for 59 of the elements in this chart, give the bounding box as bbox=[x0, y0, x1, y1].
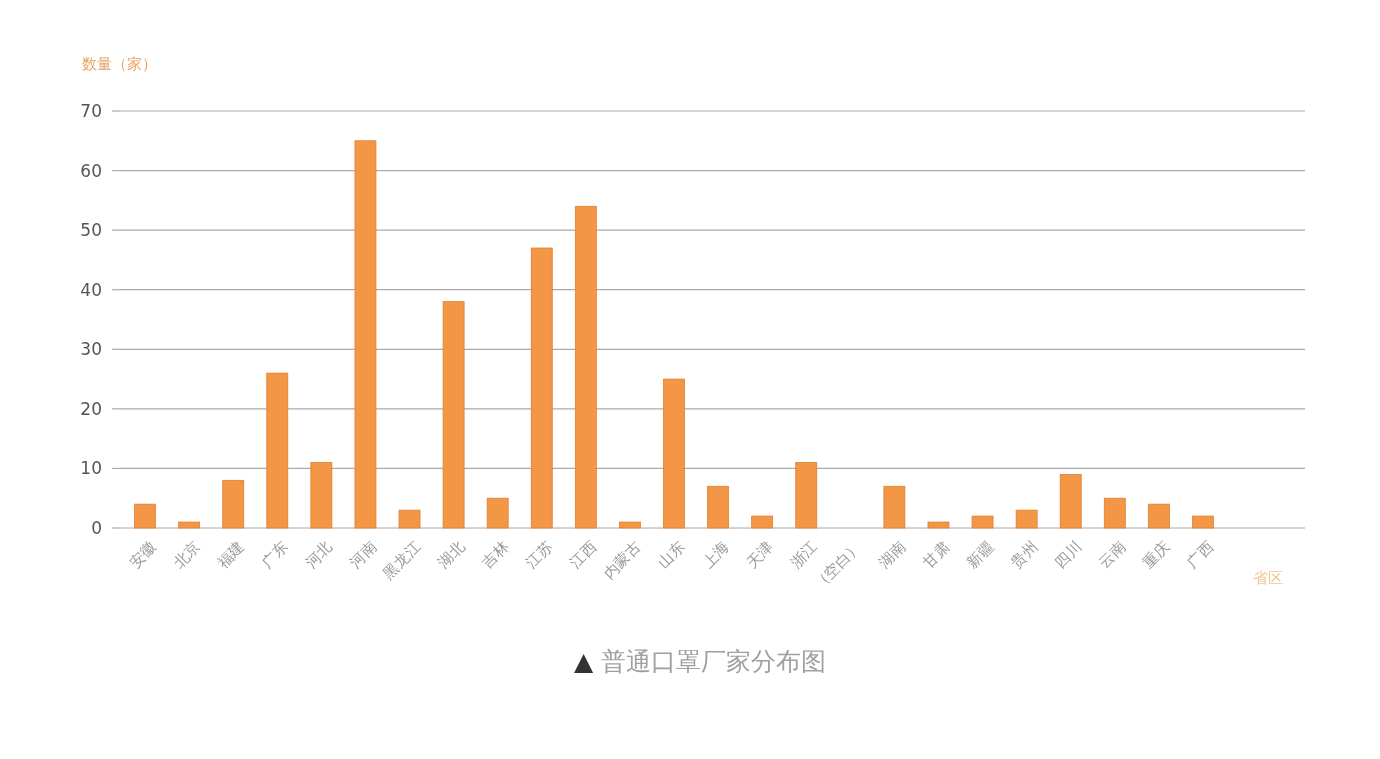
bar bbox=[398, 509, 421, 529]
y-tick-label: 10 bbox=[80, 458, 102, 479]
y-axis-title: 数量（家） bbox=[82, 55, 157, 73]
x-tick-label: 安徽 bbox=[125, 537, 160, 572]
bar bbox=[751, 515, 774, 529]
y-tick-label: 0 bbox=[91, 517, 102, 538]
x-axis-title: 省区 bbox=[1253, 569, 1283, 587]
bar bbox=[266, 372, 289, 529]
y-tick-label: 50 bbox=[80, 220, 102, 241]
bar bbox=[442, 301, 465, 529]
x-tick-label: 湖北 bbox=[434, 537, 469, 572]
bar bbox=[134, 503, 156, 529]
bar bbox=[530, 247, 553, 529]
bar bbox=[178, 521, 201, 529]
x-tick-label: 四川 bbox=[1051, 537, 1086, 572]
bar bbox=[222, 479, 245, 529]
bar bbox=[663, 378, 685, 529]
x-tick-label: 江西 bbox=[566, 537, 601, 572]
x-tick-label: 广东 bbox=[257, 537, 292, 572]
x-tick-label: 上海 bbox=[698, 537, 733, 572]
x-tick-label: 天津 bbox=[742, 537, 777, 572]
x-tick-label: 河南 bbox=[346, 537, 380, 572]
bar bbox=[574, 205, 597, 529]
x-tick-label: 重庆 bbox=[1139, 537, 1174, 572]
x-tick-label: 浙江 bbox=[786, 537, 821, 572]
x-tick-label: 内蒙古 bbox=[599, 537, 645, 583]
x-tick-label: 云南 bbox=[1095, 537, 1130, 572]
bar bbox=[883, 485, 906, 529]
y-tick-label: 20 bbox=[80, 398, 102, 419]
bar bbox=[1103, 497, 1126, 529]
bar bbox=[707, 485, 729, 529]
bar bbox=[1059, 473, 1082, 529]
bar bbox=[486, 497, 509, 529]
x-tick-label: 甘肃 bbox=[919, 537, 954, 572]
x-tick-label: 江苏 bbox=[522, 537, 557, 572]
y-tick-label: 30 bbox=[80, 339, 102, 360]
y-tick-label: 60 bbox=[80, 160, 102, 181]
x-tick-label: 广西 bbox=[1183, 537, 1218, 572]
bar bbox=[1192, 515, 1214, 529]
x-tick-label: 山东 bbox=[654, 537, 689, 572]
bar bbox=[971, 515, 994, 529]
x-tick-label: 河北 bbox=[301, 537, 336, 572]
y-tick-label: 70 bbox=[80, 100, 102, 121]
x-tick-label: 新疆 bbox=[963, 537, 998, 572]
y-tick-label: 40 bbox=[80, 279, 102, 300]
bar bbox=[619, 521, 641, 529]
x-tick-label: 湖南 bbox=[875, 537, 909, 572]
text: ▲ 普通口罩厂家分布图 bbox=[573, 647, 827, 676]
x-tick-label: 黑龙江 bbox=[379, 537, 425, 583]
bar bbox=[310, 462, 333, 529]
bar bbox=[927, 521, 950, 529]
x-tick-label: 吉林 bbox=[478, 537, 513, 572]
x-tick-label: 福建 bbox=[213, 537, 248, 572]
x-tick-label: 贵州 bbox=[1007, 537, 1042, 572]
bar bbox=[354, 140, 377, 529]
x-tick-label: 北京 bbox=[169, 537, 204, 572]
bar bbox=[1147, 503, 1170, 529]
bar bbox=[1015, 509, 1038, 529]
bar bbox=[795, 462, 818, 529]
